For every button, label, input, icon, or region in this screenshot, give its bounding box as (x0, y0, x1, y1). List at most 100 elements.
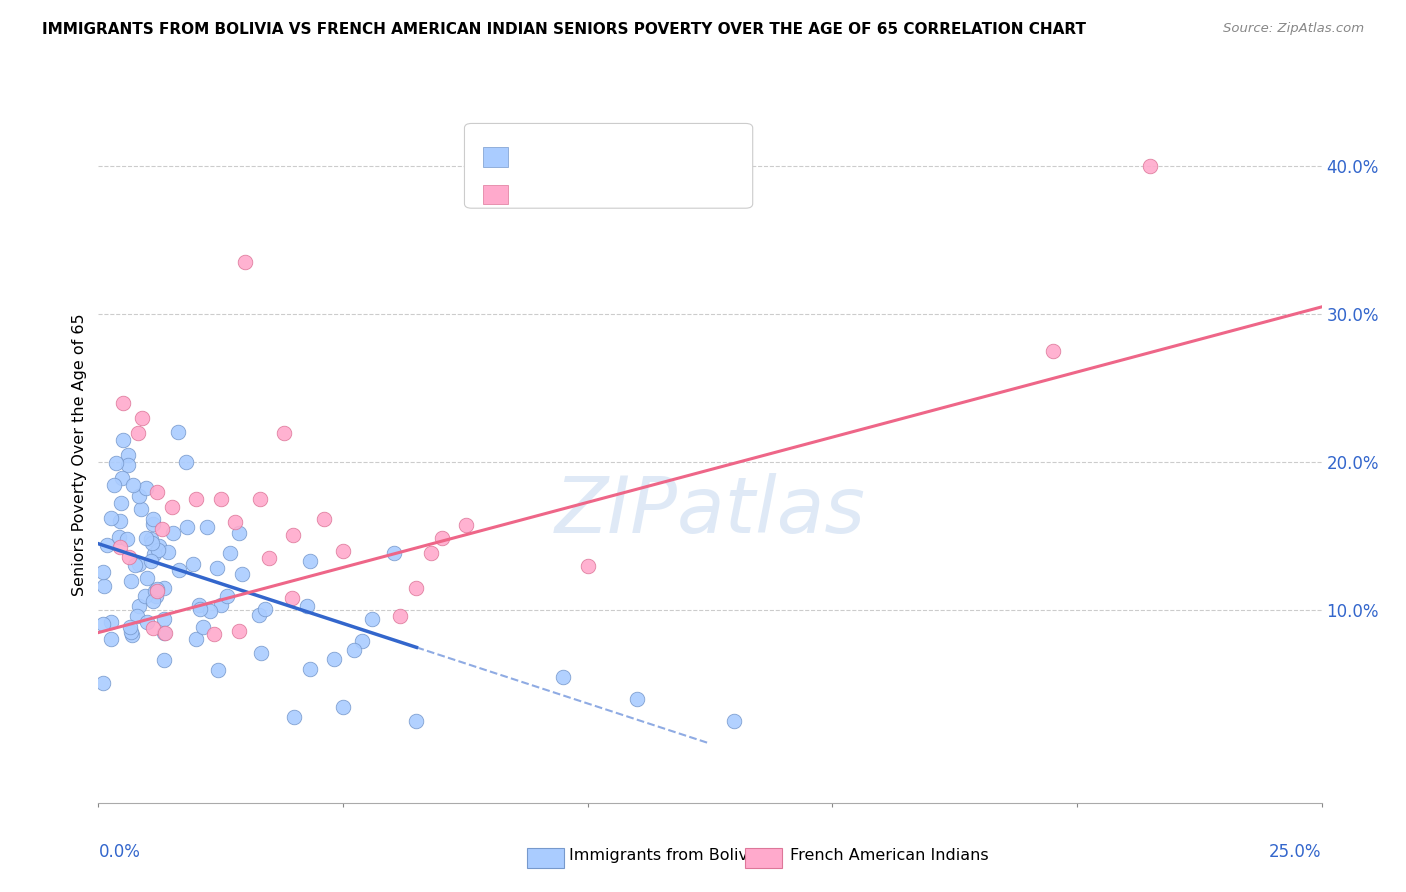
Text: N =: N = (623, 186, 657, 202)
Point (273, 425, 295, 440)
Point (146, 584, 169, 599)
Point (111, 396, 134, 410)
Point (111, 471, 134, 485)
Point (176, 455, 198, 469)
Point (118, 550, 141, 565)
Point (184, 632, 207, 647)
Point (143, 584, 166, 599)
Point (91, 676, 114, 690)
Point (136, 571, 159, 585)
Point (323, 651, 346, 665)
Point (131, 411, 153, 425)
Point (193, 620, 215, 634)
Text: 0.0%: 0.0% (98, 843, 141, 861)
Point (167, 563, 190, 577)
Point (152, 625, 174, 640)
Point (128, 489, 150, 503)
Point (118, 620, 141, 634)
Point (166, 425, 188, 440)
Point (405, 581, 427, 595)
Point (135, 615, 157, 630)
Point (152, 582, 174, 596)
Point (298, 554, 321, 568)
Point (454, 518, 477, 533)
Point (141, 516, 163, 531)
Point (122, 477, 145, 491)
Point (117, 458, 139, 472)
Point (576, 558, 599, 573)
Point (405, 714, 427, 729)
Point (281, 591, 304, 605)
Point (162, 525, 184, 540)
Point (134, 590, 156, 604)
Point (104, 456, 127, 470)
Point (233, 255, 256, 269)
Text: 25.0%: 25.0% (1270, 843, 1322, 861)
Point (117, 448, 139, 462)
Point (181, 558, 204, 572)
Point (249, 492, 271, 507)
Point (120, 574, 142, 589)
Point (124, 558, 146, 573)
Point (553, 670, 575, 684)
Point (108, 541, 131, 555)
Text: ZIPatlas: ZIPatlas (554, 473, 866, 549)
Point (253, 602, 276, 616)
Point (120, 624, 142, 639)
Point (1139, 159, 1161, 173)
Point (146, 582, 169, 596)
Point (209, 598, 232, 612)
Point (626, 692, 648, 706)
Point (139, 554, 162, 568)
Point (257, 551, 280, 566)
Point (145, 589, 167, 603)
Point (195, 520, 218, 534)
Point (100, 615, 122, 629)
Point (146, 542, 169, 557)
Point (153, 612, 176, 626)
Point (283, 710, 305, 724)
Point (187, 598, 209, 612)
Point (127, 425, 149, 440)
Text: 0.513: 0.513 (558, 186, 606, 202)
Point (202, 627, 225, 641)
Point (155, 626, 177, 640)
Point (142, 621, 165, 635)
Point (107, 530, 129, 544)
Point (188, 601, 211, 615)
Point (723, 714, 745, 729)
Point (91, 565, 114, 579)
Point (111, 433, 134, 447)
Point (343, 643, 366, 657)
Point (332, 544, 354, 558)
Text: N =: N = (623, 148, 657, 163)
Point (142, 512, 165, 526)
Point (152, 653, 174, 667)
Point (295, 599, 318, 613)
Point (115, 532, 138, 546)
Text: 87: 87 (659, 148, 681, 163)
Point (142, 594, 165, 608)
Point (186, 492, 208, 507)
Point (100, 632, 122, 646)
Point (91, 617, 114, 632)
Point (128, 599, 150, 614)
Point (299, 662, 322, 676)
Point (143, 547, 166, 561)
Text: R =: R = (517, 148, 551, 163)
Text: IMMIGRANTS FROM BOLIVIA VS FRENCH AMERICAN INDIAN SENIORS POVERTY OVER THE AGE O: IMMIGRANTS FROM BOLIVIA VS FRENCH AMERIC… (42, 22, 1087, 37)
Point (361, 612, 384, 626)
Point (157, 544, 180, 558)
Text: Immigrants from Bolivia: Immigrants from Bolivia (569, 848, 763, 863)
Point (247, 608, 270, 623)
Point (228, 624, 250, 638)
Point (160, 500, 183, 514)
Text: 32: 32 (659, 186, 682, 202)
Point (224, 515, 246, 529)
Point (141, 532, 163, 546)
Point (121, 628, 143, 642)
Point (1042, 344, 1064, 359)
Point (100, 511, 122, 525)
Point (218, 545, 240, 559)
Point (281, 528, 304, 542)
